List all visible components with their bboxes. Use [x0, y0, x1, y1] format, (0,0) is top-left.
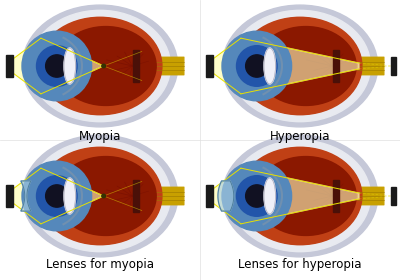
Wedge shape — [42, 34, 82, 99]
Bar — [206, 185, 213, 207]
Polygon shape — [241, 168, 359, 224]
FancyBboxPatch shape — [156, 57, 184, 75]
Text: Lenses for myopia: Lenses for myopia — [46, 258, 154, 271]
Ellipse shape — [238, 147, 362, 245]
Bar — [133, 180, 139, 212]
Circle shape — [392, 64, 396, 68]
Polygon shape — [241, 38, 359, 94]
Circle shape — [236, 176, 277, 216]
Polygon shape — [41, 168, 104, 224]
Ellipse shape — [255, 27, 356, 106]
Polygon shape — [213, 168, 264, 224]
Ellipse shape — [22, 5, 178, 127]
Text: Lenses for hyperopia: Lenses for hyperopia — [238, 258, 362, 271]
Circle shape — [102, 64, 106, 68]
Ellipse shape — [264, 48, 276, 84]
Polygon shape — [213, 38, 264, 94]
Bar — [391, 187, 396, 205]
Bar — [333, 180, 339, 212]
Circle shape — [236, 46, 277, 86]
Circle shape — [36, 176, 77, 216]
Ellipse shape — [230, 10, 370, 122]
Circle shape — [246, 55, 268, 77]
Circle shape — [22, 161, 92, 231]
FancyBboxPatch shape — [356, 187, 384, 205]
Ellipse shape — [55, 27, 156, 106]
Polygon shape — [13, 38, 64, 94]
Circle shape — [246, 185, 268, 207]
Circle shape — [102, 194, 106, 198]
Bar — [206, 55, 213, 77]
Bar — [333, 50, 339, 82]
Ellipse shape — [238, 17, 362, 115]
Wedge shape — [42, 164, 82, 228]
Polygon shape — [218, 181, 234, 211]
Ellipse shape — [230, 140, 370, 252]
Polygon shape — [41, 38, 104, 94]
Circle shape — [46, 55, 68, 77]
Polygon shape — [21, 181, 31, 211]
FancyBboxPatch shape — [156, 187, 184, 205]
Wedge shape — [242, 164, 282, 228]
Ellipse shape — [55, 157, 156, 235]
Ellipse shape — [38, 17, 162, 115]
Ellipse shape — [255, 157, 356, 235]
Ellipse shape — [222, 5, 378, 127]
Bar — [6, 185, 13, 207]
Ellipse shape — [64, 178, 76, 214]
Circle shape — [222, 31, 292, 101]
Ellipse shape — [30, 140, 170, 252]
Circle shape — [392, 194, 396, 198]
Ellipse shape — [222, 135, 378, 257]
FancyBboxPatch shape — [356, 57, 384, 75]
Ellipse shape — [64, 48, 76, 84]
Bar — [391, 57, 396, 75]
Bar — [6, 55, 13, 77]
Ellipse shape — [264, 178, 276, 214]
Ellipse shape — [22, 135, 178, 257]
Text: Myopia: Myopia — [79, 130, 121, 143]
Text: Hyperopia: Hyperopia — [270, 130, 330, 143]
Ellipse shape — [30, 10, 170, 122]
Circle shape — [222, 161, 292, 231]
Circle shape — [36, 46, 77, 86]
Bar — [133, 50, 139, 82]
Wedge shape — [242, 34, 282, 99]
Ellipse shape — [38, 147, 162, 245]
Circle shape — [46, 185, 68, 207]
Polygon shape — [13, 168, 64, 224]
Circle shape — [22, 31, 92, 101]
